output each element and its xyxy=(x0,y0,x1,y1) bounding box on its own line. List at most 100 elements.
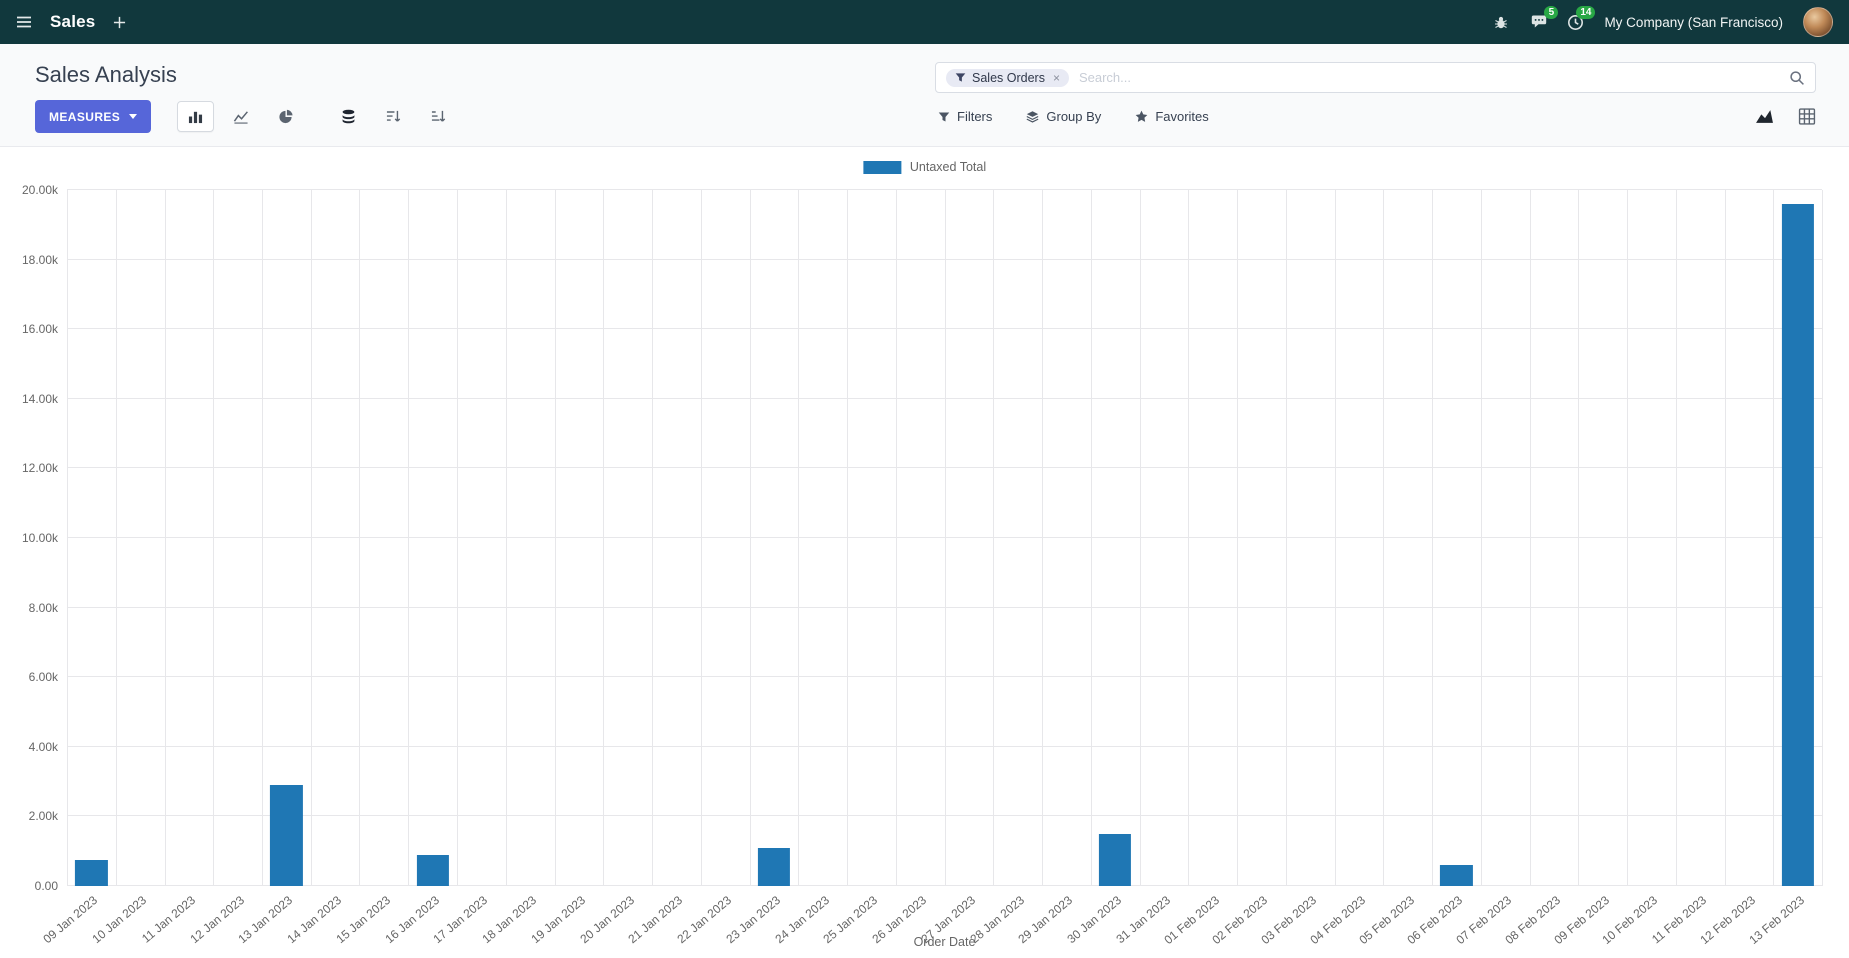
h-gridline xyxy=(67,885,1822,886)
graph-view-button[interactable] xyxy=(1755,108,1774,125)
v-gridline xyxy=(262,190,263,886)
hamburger-icon xyxy=(17,16,31,28)
h-gridline xyxy=(67,606,1822,608)
line-chart-icon xyxy=(233,111,248,124)
plus-glyph-icon xyxy=(114,16,126,28)
control-panel: Sales Analysis Sales Orders × MEASURES xyxy=(0,44,1849,147)
messages-badge: 5 xyxy=(1544,6,1559,19)
search-icon[interactable] xyxy=(1789,70,1805,86)
legend-label: Untaxed Total xyxy=(909,160,987,174)
pie-chart-button[interactable] xyxy=(267,101,304,132)
area-chart-icon xyxy=(1756,110,1773,123)
app-name-menu[interactable]: Sales xyxy=(50,12,96,31)
y-axis-label: 12.00k xyxy=(21,461,58,476)
activities-clock-icon[interactable]: 14 xyxy=(1567,5,1596,31)
star-icon xyxy=(1135,110,1148,123)
sort-asc-icon xyxy=(432,110,446,122)
v-gridline xyxy=(1529,190,1531,886)
v-gridline xyxy=(1675,190,1677,886)
clock-glyph-icon xyxy=(1568,14,1584,30)
group-by-button[interactable]: Group By xyxy=(1026,109,1101,124)
apps-menu-icon[interactable] xyxy=(16,14,32,30)
filters-button[interactable]: Filters xyxy=(938,109,992,124)
v-gridline xyxy=(408,190,410,886)
v-gridline xyxy=(1773,190,1775,886)
facet-remove-icon[interactable]: × xyxy=(1052,70,1060,85)
v-gridline xyxy=(1188,190,1190,886)
chart-bar[interactable] xyxy=(1440,865,1473,886)
measures-button[interactable]: MEASURES xyxy=(35,100,152,133)
debug-bug-icon[interactable] xyxy=(1493,14,1509,30)
v-gridline xyxy=(457,190,458,886)
search-facet[interactable]: Sales Orders × xyxy=(946,68,1069,87)
chart-bar[interactable] xyxy=(1099,833,1132,886)
v-gridline xyxy=(700,190,702,886)
x-axis-title: Order Date xyxy=(913,935,976,949)
v-gridline xyxy=(1139,190,1141,886)
view-switcher xyxy=(1755,100,1816,133)
bug-glyph-icon xyxy=(1495,16,1508,29)
group-by-label: Group By xyxy=(1046,109,1102,124)
v-gridline xyxy=(164,190,166,886)
stacked-toggle-button[interactable] xyxy=(330,101,367,132)
pivot-view-button[interactable] xyxy=(1798,108,1816,125)
v-gridline xyxy=(505,190,507,886)
v-gridline xyxy=(749,190,751,886)
v-gridline xyxy=(1822,190,1823,886)
h-gridline xyxy=(67,745,1822,747)
v-gridline xyxy=(1236,190,1238,886)
line-chart-button[interactable] xyxy=(222,101,259,132)
chart-bar[interactable] xyxy=(1781,203,1814,886)
chat-bubble-icon xyxy=(1532,15,1547,28)
y-axis-label: 6.00k xyxy=(28,670,58,685)
v-gridline xyxy=(603,190,605,886)
h-gridline xyxy=(67,676,1822,678)
search-input[interactable] xyxy=(1076,69,1781,86)
h-gridline xyxy=(67,189,1822,190)
y-axis-label: 10.00k xyxy=(21,531,58,545)
v-gridline xyxy=(67,190,68,886)
favorites-label: Favorites xyxy=(1155,109,1209,124)
chart-bar[interactable] xyxy=(75,859,108,886)
chart-bar[interactable] xyxy=(270,785,303,886)
pie-chart-icon xyxy=(279,109,293,124)
search-facet-label: Sales Orders xyxy=(972,70,1045,85)
y-axis-label: 18.00k xyxy=(21,252,58,267)
stacked-icon xyxy=(342,109,355,124)
user-avatar[interactable] xyxy=(1803,7,1833,37)
chart-plot: 0.00 2.00k 4.00k 6.00k 8.00k 10.00k 12.00k 14.0… xyxy=(22,183,1823,947)
v-gridline xyxy=(651,190,653,886)
plus-icon[interactable] xyxy=(113,16,126,29)
graph-toolbar: MEASURES xyxy=(35,100,1816,133)
search-bar[interactable]: Sales Orders × xyxy=(935,62,1816,93)
chart-bar[interactable] xyxy=(416,854,449,886)
v-gridline xyxy=(1090,190,1092,886)
chart-type-group xyxy=(177,101,304,132)
v-gridline xyxy=(895,190,897,886)
h-gridline xyxy=(67,258,1822,260)
filter-facet-icon xyxy=(955,73,966,82)
h-gridline xyxy=(67,467,1822,469)
v-gridline xyxy=(847,190,848,886)
bar-chart-button[interactable] xyxy=(177,101,215,132)
h-gridline xyxy=(67,397,1822,399)
v-gridline xyxy=(1578,190,1580,886)
h-gridline xyxy=(67,328,1822,330)
measures-label: MEASURES xyxy=(49,109,121,124)
v-gridline xyxy=(1480,190,1482,886)
chart-legend[interactable]: Untaxed Total xyxy=(862,160,987,174)
y-axis-label: 20.00k xyxy=(21,183,58,197)
h-gridline xyxy=(67,537,1822,538)
v-gridline xyxy=(798,190,800,886)
sort-descending-button[interactable] xyxy=(375,101,412,132)
legend-swatch xyxy=(862,160,901,174)
chart-bar[interactable] xyxy=(757,847,790,886)
favorites-button[interactable]: Favorites xyxy=(1135,109,1209,124)
messages-icon[interactable]: 5 xyxy=(1529,6,1559,30)
sort-desc-icon xyxy=(387,110,401,122)
pivot-table-icon xyxy=(1798,108,1816,125)
v-gridline xyxy=(1432,190,1433,886)
company-switcher[interactable]: My Company (San Francisco) xyxy=(1604,14,1783,30)
sort-ascending-button[interactable] xyxy=(420,101,457,132)
v-gridline xyxy=(944,190,946,886)
